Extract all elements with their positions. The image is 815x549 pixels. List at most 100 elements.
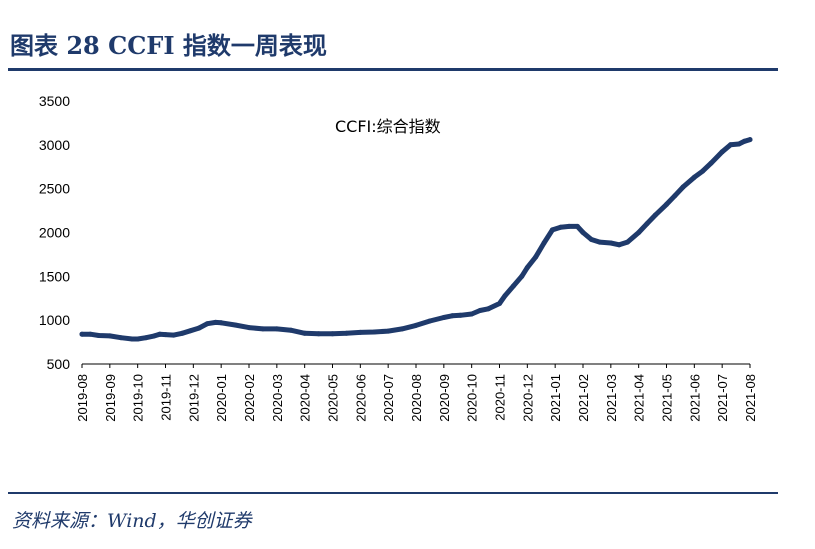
data-point: [728, 142, 733, 148]
x-tick-label: 2020-03: [270, 374, 285, 422]
data-point: [549, 227, 555, 233]
series-line: [79, 137, 753, 342]
data-point: [636, 230, 642, 235]
y-tick-label: 1000: [39, 312, 70, 328]
data-point: [652, 212, 658, 218]
data-point: [597, 239, 603, 245]
data-point: [700, 168, 706, 174]
data-point: [385, 328, 391, 334]
data-point: [260, 326, 266, 332]
data-point: [196, 325, 202, 331]
x-axis: 2019-08 2019-09 2019-10 2019-11 2019-12 2020-…: [75, 363, 758, 422]
data-point: [510, 283, 516, 289]
data-point: [580, 230, 586, 235]
data-point: [151, 333, 157, 339]
data-point: [135, 336, 141, 342]
data-point: [741, 138, 747, 144]
data-point: [566, 223, 572, 229]
data-point: [502, 293, 508, 299]
data-point: [588, 237, 594, 242]
data-point: [316, 331, 322, 337]
x-tick-label: 2021-07: [715, 374, 730, 422]
data-point: [413, 322, 419, 328]
data-point: [371, 329, 377, 335]
x-tick-label: 2020-05: [326, 374, 341, 422]
data-point: [644, 221, 650, 227]
x-tick-label: 2020-02: [242, 374, 257, 422]
data-point: [107, 333, 113, 339]
data-point: [330, 331, 335, 337]
x-tick-label: 2020-06: [353, 374, 368, 422]
data-point: [288, 327, 294, 333]
data-point: [246, 325, 252, 331]
data-point: [213, 319, 219, 325]
data-point: [143, 335, 149, 341]
x-tick-label: 2020-04: [298, 374, 313, 422]
data-point: [672, 193, 678, 199]
x-tick-label: 2021-03: [604, 374, 619, 422]
data-point: [664, 201, 669, 207]
data-point: [157, 331, 163, 337]
data-point: [469, 311, 475, 317]
x-tick-label: 2019-10: [131, 374, 146, 422]
y-tick-label: 2500: [39, 181, 70, 197]
footer-rule: [8, 492, 778, 494]
x-tick-label: 2021-01: [548, 374, 563, 422]
title-rule: [8, 68, 778, 71]
data-point: [357, 329, 363, 335]
data-point: [691, 174, 697, 180]
data-point: [708, 160, 714, 166]
series-layer: [79, 137, 753, 342]
data-point: [533, 254, 539, 260]
data-point: [680, 184, 686, 190]
y-tick-label: 3500: [39, 93, 70, 109]
x-tick-label: 2020-01: [214, 374, 229, 422]
x-tick-label: 2021-04: [632, 374, 647, 422]
data-point: [274, 326, 280, 332]
y-tick-label: 2000: [39, 225, 70, 241]
data-point: [343, 330, 349, 336]
data-point: [302, 330, 308, 336]
data-point: [232, 322, 238, 328]
x-tick-label: 2019-12: [186, 374, 201, 422]
x-tick-label: 2020-12: [520, 374, 535, 422]
series-label: CCFI:综合指数: [335, 117, 441, 136]
data-point: [485, 306, 491, 312]
y-axis: 500 1000 1500 2000 2500 3000 3500: [39, 93, 70, 372]
x-tick-label: 2021-05: [660, 374, 675, 422]
source-note: 资料来源：Wind，华创证券: [12, 510, 252, 532]
data-point: [441, 315, 447, 320]
x-tick-label: 2020-09: [437, 374, 452, 422]
data-point: [87, 331, 93, 337]
data-point: [519, 273, 525, 279]
data-point: [574, 223, 580, 229]
x-tick-label: 2019-11: [159, 374, 174, 421]
data-point: [118, 335, 124, 341]
data-point: [616, 242, 622, 248]
data-point: [171, 332, 177, 338]
x-tick-label: 2019-09: [103, 374, 118, 422]
y-tick-label: 500: [47, 356, 71, 372]
data-point: [204, 321, 210, 327]
data-point: [179, 330, 185, 336]
data-point: [558, 224, 564, 230]
data-point: [541, 240, 547, 246]
data-point: [608, 240, 614, 246]
figure-title: 图表 28 CCFI 指数一周表现: [10, 31, 327, 60]
data-point: [625, 239, 630, 245]
x-tick-label: 2020-08: [409, 374, 424, 422]
data-point: [188, 328, 194, 334]
data-point: [747, 137, 753, 143]
data-point: [79, 331, 85, 337]
data-point: [524, 265, 530, 271]
x-tick-label: 2021-08: [743, 374, 758, 422]
data-point: [399, 326, 405, 332]
data-point: [427, 318, 433, 324]
data-point: [96, 333, 102, 338]
x-tick-label: 2021-06: [687, 374, 702, 422]
x-tick-label: 2020-10: [465, 374, 480, 422]
data-point: [129, 336, 135, 342]
x-tick-label: 2021-02: [576, 374, 591, 422]
y-tick-label: 1500: [39, 268, 70, 284]
